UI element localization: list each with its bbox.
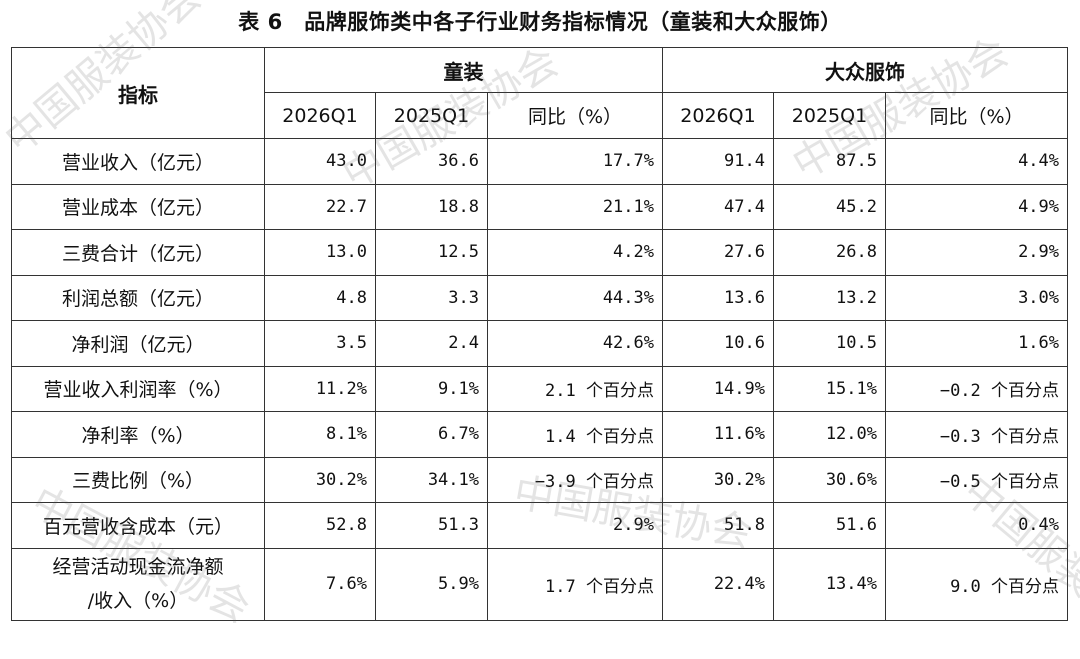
table-row: 三费比例（%） 30.2% 34.1% −3.9 个百分点 30.2% 30.6… [11,456,1069,503]
table-cell: 2.4 [375,320,488,367]
table-cell: 26.8 [773,229,886,276]
table-cell: 1.7 个百分点 [487,547,663,621]
table-cell: 8.1% [264,411,376,458]
table-row: 净利率（%） 8.1% 6.7% 1.4 个百分点 11.6% 12.0% −0… [11,411,1069,458]
column-header-yoy: 同比（%） [487,92,663,139]
table-cell: 30.2% [662,456,774,503]
table-cell: 87.5 [773,138,886,185]
table-cell: 4.8 [264,274,376,321]
table-row: 营业收入（亿元） 43.0 36.6 17.7% 91.4 87.5 4.4% [11,138,1069,185]
table-cell: 47.4 [662,183,774,230]
table-cell: 51.8 [662,502,774,549]
table-cell: 13.6 [662,274,774,321]
table-cell: 11.2% [264,365,376,412]
table-cell: 3.3 [375,274,488,321]
table-cell: 51.3 [375,502,488,549]
table-cell: 9.0 个百分点 [884,547,1069,621]
row-label-line: /收入（%） [87,590,189,612]
indicator-header: 指标 [11,47,265,139]
table-cell: 4.4% [884,138,1069,185]
table-cell: 5.9% [375,547,488,621]
row-label-line: 经营活动现金流净额 [52,555,224,578]
table-cell: 43.0 [264,138,376,185]
table-cell: 10.6 [662,320,774,367]
table-cell: 2.1 个百分点 [487,365,663,412]
group-header-mass-apparel: 大众服饰 [661,47,1069,93]
group-header-childrenswear: 童装 [264,47,663,93]
column-header-2026q1: 2026Q1 [662,92,774,139]
table-row: 三费合计（亿元） 13.0 12.5 4.2% 27.6 26.8 2.9% [11,229,1069,276]
column-header-2026q1: 2026Q1 [264,92,376,139]
table-cell: 14.9% [662,365,774,412]
table-cell: 30.2% [264,456,376,503]
table-cell: 4.2% [487,229,663,276]
row-label: 三费比例（%） [11,456,265,503]
table-cell: −0.2 个百分点 [884,365,1069,412]
table-cell: 9.1% [375,365,488,412]
table-cell: 12.5 [375,229,488,276]
column-header-2025q1: 2025Q1 [375,92,488,139]
table-cell: 30.6% [773,456,886,503]
table-cell: 4.9% [884,183,1069,230]
table-cell: 12.0% [773,411,886,458]
table-cell: 34.1% [375,456,488,503]
table-cell: 51.6 [773,502,886,549]
table-row: 经营活动现金流净额 /收入（%） 7.6% 5.9% 1.7 个百分点 22.4… [11,547,1069,621]
row-label: 百元营收含成本（元） [11,502,265,549]
table-cell: 36.6 [375,138,488,185]
table-cell: 44.3% [487,274,663,321]
table-cell: 3.5 [264,320,376,367]
column-header-2025q1: 2025Q1 [773,92,886,139]
table-cell: 27.6 [662,229,774,276]
table-cell: 17.7% [487,138,663,185]
row-label: 营业收入（亿元） [11,138,265,185]
table-cell: −0.3 个百分点 [884,411,1069,458]
financial-indicators-table: 指标 童装 大众服饰 2026Q1 2025Q1 同比（%） 2026Q1 20… [11,47,1069,621]
table-cell: 7.6% [264,547,376,621]
row-label: 净利润（亿元） [11,320,265,367]
table-cell: 22.4% [662,547,774,621]
table-cell: 52.8 [264,502,376,549]
table-cell: 6.7% [375,411,488,458]
table-cell: 0.4% [884,502,1069,549]
column-header-yoy: 同比（%） [884,92,1069,139]
table-cell: 91.4 [662,138,774,185]
table-cell: 15.1% [773,365,886,412]
table-cell: 22.7 [264,183,376,230]
table-cell: 3.0% [884,274,1069,321]
table-row: 百元营收含成本（元） 52.8 51.3 2.9% 51.8 51.6 0.4% [11,502,1069,549]
table-cell: 13.2 [773,274,886,321]
row-label: 营业成本（亿元） [11,183,265,230]
row-label: 经营活动现金流净额 /收入（%） [11,547,265,621]
row-label: 三费合计（亿元） [11,229,265,276]
table-cell: 21.1% [487,183,663,230]
table-cell: 18.8 [375,183,488,230]
table-cell: −3.9 个百分点 [487,456,663,503]
table-cell: 2.9% [884,229,1069,276]
table-title: 表 6 品牌服饰类中各子行业财务指标情况（童装和大众服饰） [238,10,842,34]
table-cell: 45.2 [773,183,886,230]
table-row: 净利润（亿元） 3.5 2.4 42.6% 10.6 10.5 1.6% [11,320,1069,367]
table-cell: −0.5 个百分点 [884,456,1069,503]
table-cell: 11.6% [662,411,774,458]
table-cell: 42.6% [487,320,663,367]
table-cell: 1.6% [884,320,1069,367]
row-label: 净利率（%） [11,411,265,458]
row-label: 利润总额（亿元） [11,274,265,321]
table-row: 营业收入利润率（%） 11.2% 9.1% 2.1 个百分点 14.9% 15.… [11,365,1069,412]
table-cell: 2.9% [487,502,663,549]
table-cell: 13.0 [264,229,376,276]
table-cell: 13.4% [773,547,886,621]
table-row: 利润总额（亿元） 4.8 3.3 44.3% 13.6 13.2 3.0% [11,274,1069,321]
table-row: 营业成本（亿元） 22.7 18.8 21.1% 47.4 45.2 4.9% [11,183,1069,230]
table-cell: 1.4 个百分点 [487,411,663,458]
table-cell: 10.5 [773,320,886,367]
row-label: 营业收入利润率（%） [11,365,265,412]
